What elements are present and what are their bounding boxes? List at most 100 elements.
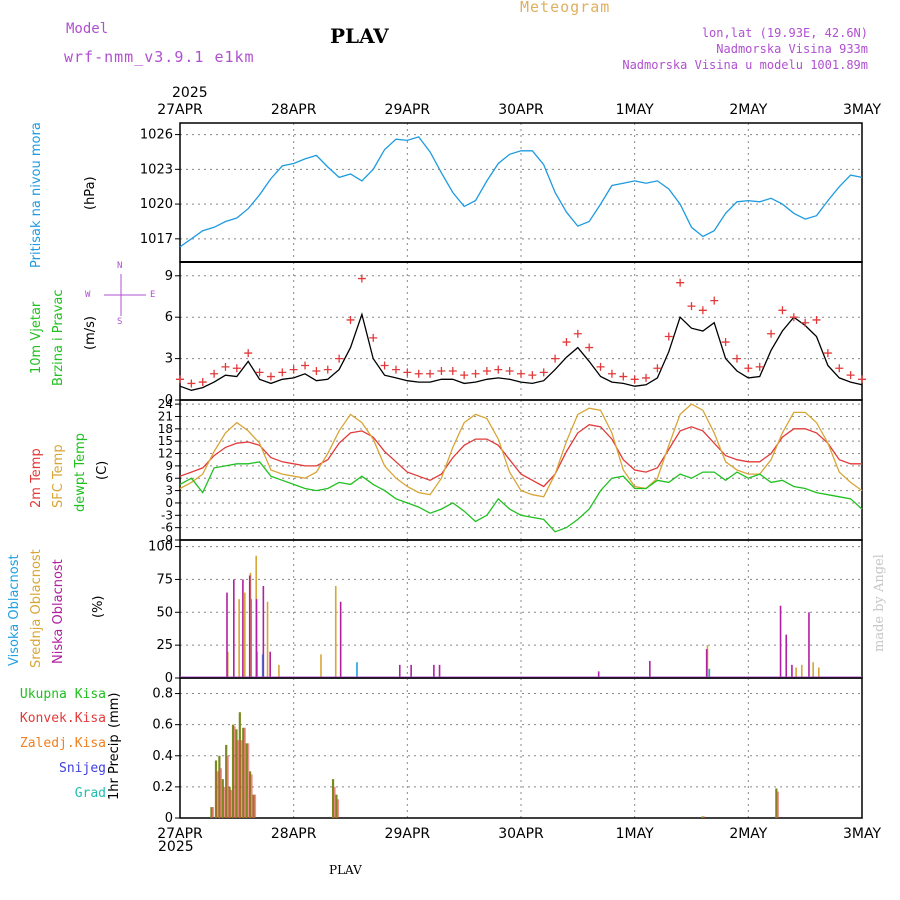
model-label: Model [66, 21, 109, 37]
gust-point [289, 365, 298, 374]
gust-point [380, 361, 389, 370]
station-title: PLAV [330, 24, 389, 48]
x-tick-label-top: 3MAY [843, 102, 881, 118]
precip-bar [228, 786, 231, 818]
series-line-dewpt-temp [179, 461, 863, 533]
legend-conv-rain: Konvek.Kisa [19, 711, 106, 726]
year-bottom-label: 2025 [158, 839, 194, 855]
y-tick-label: 3 [165, 484, 173, 498]
gust-point [346, 315, 355, 324]
gust-point [732, 354, 741, 363]
gust-point [721, 338, 730, 347]
cloud-bar [800, 664, 803, 678]
gust-point [687, 302, 696, 311]
gust-point [573, 329, 582, 338]
meteogram-title: Meteogram [520, 0, 611, 16]
y-tick-label: 3 [165, 352, 173, 367]
panel-clouds: 0 25 50 75 100 [148, 539, 863, 686]
precip-bar [333, 786, 336, 818]
cloud-bar [808, 612, 810, 678]
gust-point [482, 367, 491, 376]
gust-point [357, 274, 366, 283]
gust-point [517, 369, 525, 378]
x-tick-label-bottom: 28APR [271, 826, 317, 842]
gust-point [426, 369, 435, 378]
gust-point [369, 333, 378, 342]
gust-point [653, 364, 662, 373]
gust-point [858, 375, 866, 384]
gust-point [335, 354, 344, 363]
gust-point [244, 349, 253, 358]
y-tick-label: -6 [161, 521, 173, 535]
cloud-bar [812, 662, 814, 678]
cloud-bar [433, 664, 435, 678]
cloud-bar [649, 660, 651, 678]
y-tick-label: 0.6 [152, 718, 173, 733]
precip-bar [252, 794, 255, 818]
cloud-bar [791, 664, 793, 678]
model-altitude-label: Nadmorska Visina u modelu 1001.89m [622, 58, 868, 72]
cloud-bar [233, 579, 235, 678]
series-line-pressure [179, 136, 863, 248]
x-tick-label-top: 1MAY [616, 102, 654, 118]
gust-point [255, 368, 264, 377]
y-tick-label: 21 [158, 409, 173, 423]
y-tick-label: 0 [165, 671, 173, 686]
cloud-bar [795, 667, 797, 678]
precip-bar [247, 743, 250, 818]
gust-point [596, 362, 605, 371]
cloud-bar [410, 664, 412, 678]
precip-bar [250, 774, 253, 818]
x-tick-label-top: 30APR [498, 102, 544, 118]
y-tick-label: 1017 [140, 232, 173, 247]
precip-bar [235, 729, 238, 818]
precip-bar [219, 768, 222, 818]
cloud-bar [597, 671, 600, 678]
precip-bar [242, 727, 245, 818]
x-tick-label-bottom: 30APR [498, 826, 544, 842]
precip-bar [245, 743, 248, 818]
legend-total-rain: Ukupna Kisa [19, 687, 106, 702]
precip-bar [335, 794, 338, 818]
x-tick-label-bottom: 3MAY [843, 826, 881, 842]
precip-bar [223, 786, 226, 818]
precip-bar [248, 771, 252, 818]
gust-point [437, 367, 446, 376]
gust-point [698, 306, 707, 315]
precip-bar [211, 807, 215, 818]
precip-bar [236, 740, 240, 818]
gust-point [312, 367, 321, 376]
series-line-speed [179, 312, 863, 391]
gust-point [812, 315, 821, 324]
precip-bar [776, 791, 779, 818]
gust-point [494, 365, 503, 374]
gust-point [323, 365, 332, 374]
year-top-label: 2025 [172, 85, 208, 101]
compass-s: S [117, 317, 123, 327]
cloud-bar [278, 664, 280, 678]
y-tick-label: 1020 [140, 197, 173, 212]
gust-point [266, 372, 275, 381]
y-tick-label: 75 [156, 572, 173, 587]
x-tick-label-bottom: 29APR [385, 826, 431, 842]
cloud-bar [255, 599, 258, 678]
altitude-label: Nadmorska Visina 933m [716, 42, 868, 56]
gust-point [471, 369, 480, 378]
y-tick-label: 18 [158, 422, 173, 436]
cloud-bar [244, 592, 246, 678]
gust-point [823, 349, 832, 358]
cloud-bar [438, 664, 441, 678]
y-tick-label: -9 [161, 533, 173, 547]
precip-bar [701, 816, 704, 818]
panel-pressure: 1017 1020 1023 1026 [140, 122, 863, 263]
y-tick-label: 0.8 [152, 687, 173, 702]
y-tick-label: 15 [158, 434, 173, 448]
y-tick-label: 9 [165, 269, 173, 284]
precip-bar [231, 724, 235, 818]
gust-point [403, 368, 412, 377]
gust-point [539, 368, 548, 377]
precip-bar [225, 744, 228, 818]
gust-point [585, 343, 594, 352]
y-tick-label: 9 [165, 459, 173, 473]
